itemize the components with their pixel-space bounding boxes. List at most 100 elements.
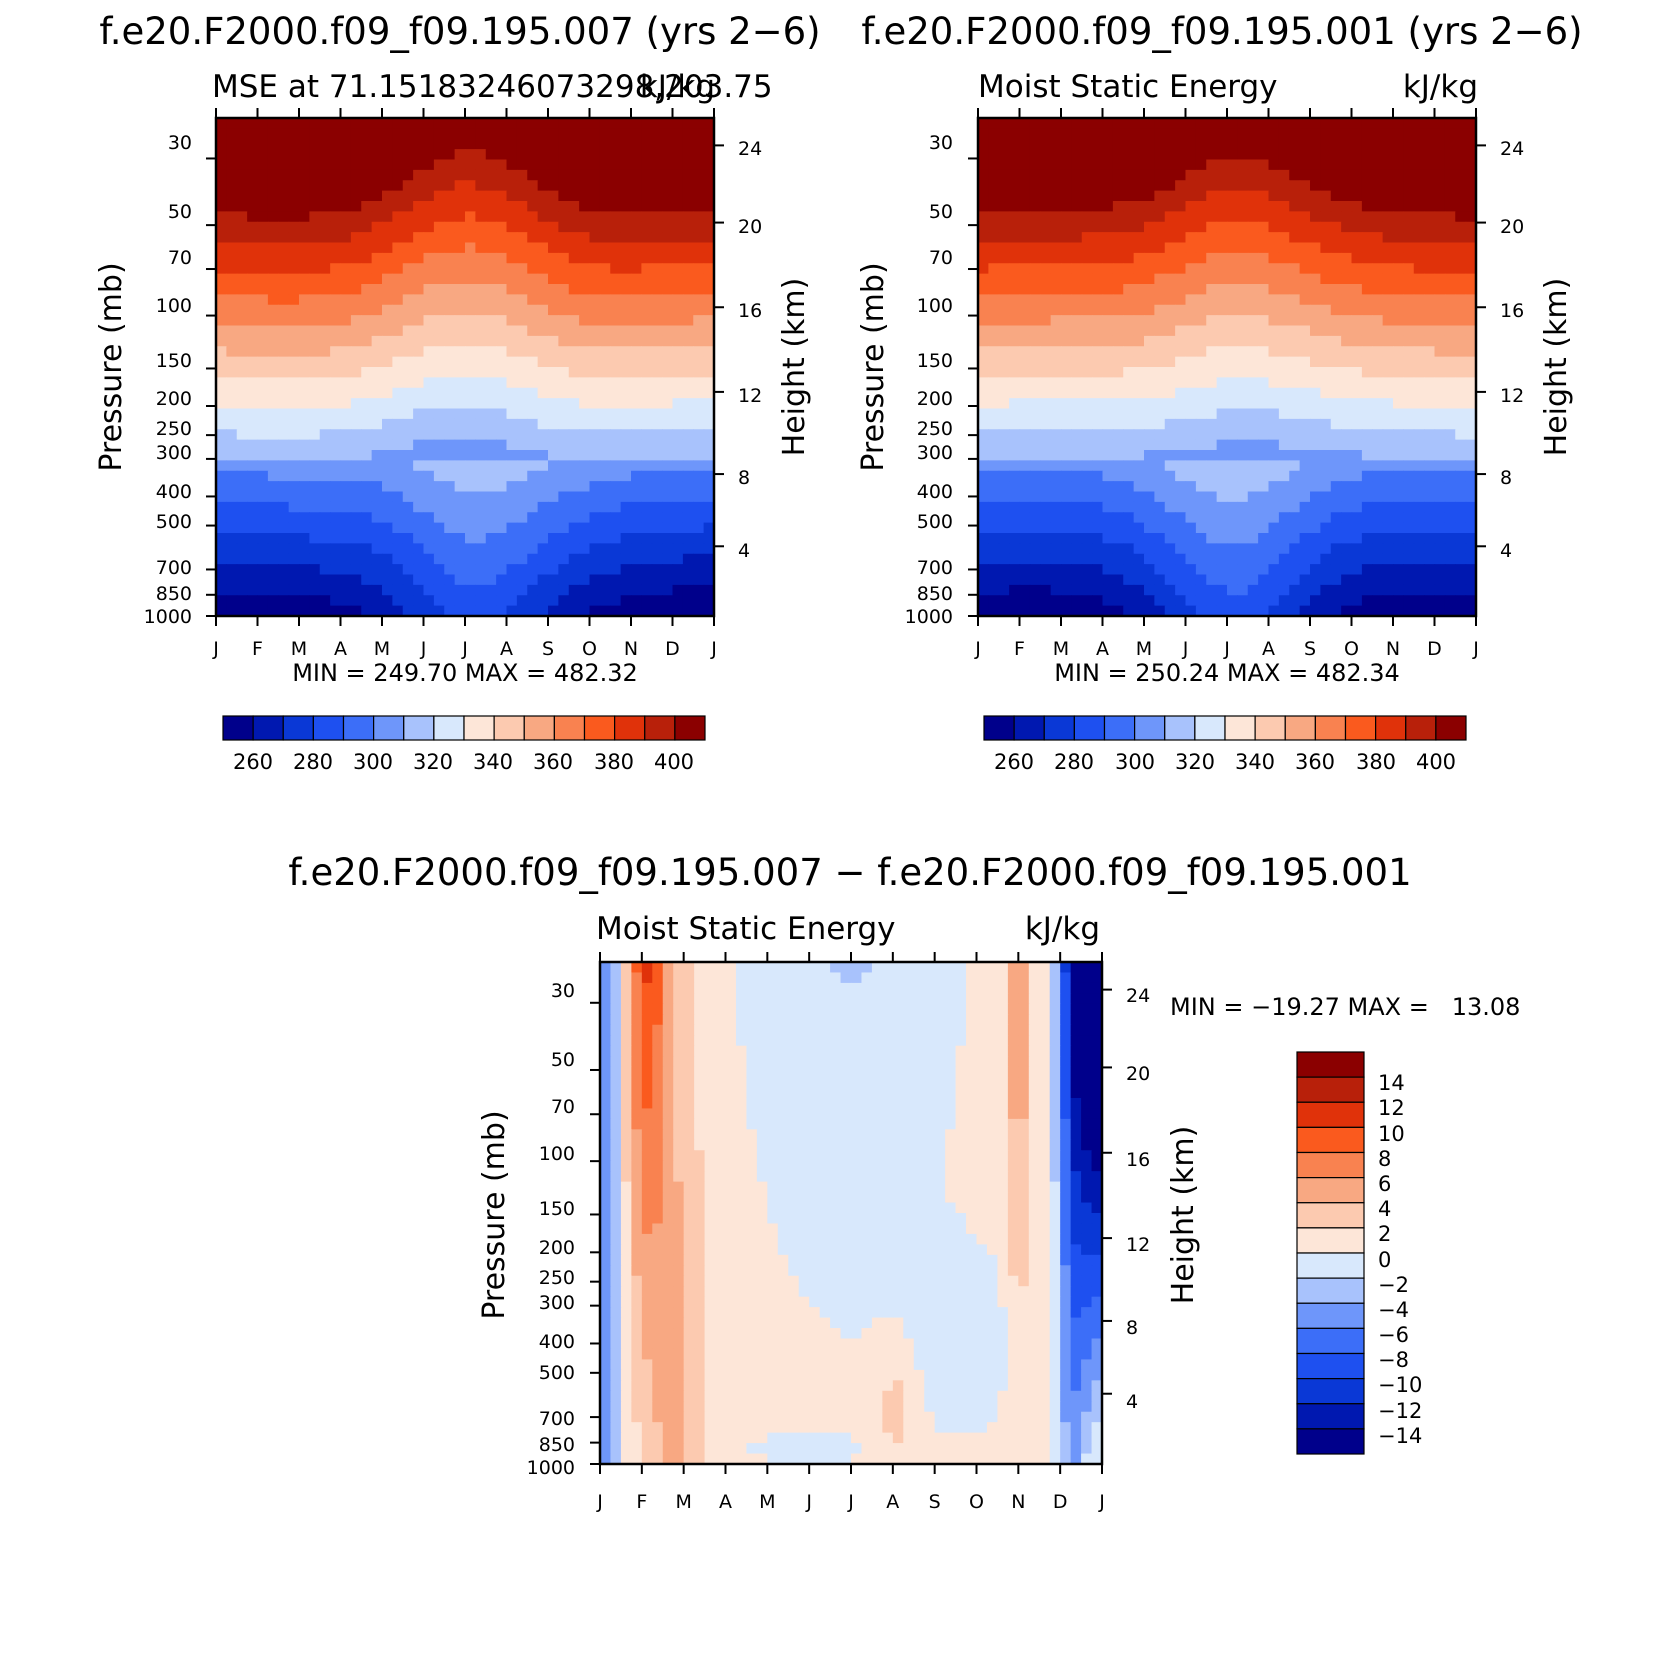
- p2-cell-35-33: [1320, 481, 1332, 493]
- p2-cell-33-11: [1092, 460, 1104, 472]
- p2-cell-17-25: [1237, 294, 1249, 306]
- p1-cell-35-23: [454, 481, 466, 493]
- p2-cell-16-31: [1299, 284, 1311, 295]
- p2-cell-1-21: [1195, 128, 1207, 140]
- p1-cell-47-39: [620, 605, 632, 617]
- p2-cell-5-28: [1268, 169, 1280, 181]
- p2-cell-12-19: [1175, 242, 1187, 254]
- p1-cell-33-44: [672, 460, 684, 472]
- p2-cell-31-3: [1009, 439, 1021, 451]
- p1-cell-31-3: [247, 439, 259, 451]
- p2-cell-34-36: [1351, 470, 1363, 482]
- p2-cell-29-9: [1071, 418, 1083, 430]
- p1-cell-44-17: [392, 574, 404, 586]
- p1-cell-14-29: [516, 263, 528, 275]
- p2-cell-9-42: [1413, 211, 1425, 223]
- p1-cell-32-8: [299, 450, 310, 461]
- p1-cell-0-1: [226, 118, 238, 129]
- p2-cell-39-15: [1133, 522, 1145, 534]
- p1-cell-13-32: [548, 252, 559, 264]
- panel1-y-tick-labels: 30 50 70 100 150 200 250 300 400 500 700…: [144, 132, 192, 628]
- p1-cell-19-6: [278, 315, 290, 327]
- p1-cell-27-14: [361, 398, 373, 410]
- p2-cell-38-30: [1289, 512, 1301, 524]
- p1-cell-37-9: [309, 501, 321, 513]
- p2-cell-36-16: [1144, 491, 1155, 503]
- p2-cell-37-27: [1258, 501, 1270, 513]
- p2-cell-35-3: [1009, 481, 1021, 493]
- p2-cell-26-2: [998, 387, 1010, 399]
- p2-cell-37-18: [1164, 501, 1176, 513]
- p1-cell-29-29: [516, 418, 528, 430]
- p1-cell-41-45: [682, 543, 694, 555]
- p2-cell-27-35: [1341, 398, 1353, 410]
- p1-cell-36-20: [423, 491, 435, 503]
- p1-cell-31-30: [527, 439, 539, 451]
- p1-cell-5-29: [516, 169, 528, 181]
- p1-cell-12-44: [672, 242, 684, 254]
- p1-cell-41-0: [216, 543, 227, 555]
- p2-cell-13-34: [1330, 252, 1342, 264]
- p1-cell-41-36: [589, 543, 601, 555]
- p1-cell-39-36: [589, 522, 601, 534]
- p3-cell-2-45: [1070, 982, 1082, 994]
- p1-cell-42-5: [267, 553, 279, 565]
- p1-cell-1-39: [620, 128, 632, 140]
- p2-cell-36-28: [1268, 491, 1280, 503]
- p2-cell-11-3: [1009, 232, 1021, 244]
- p2-cell-45-33: [1320, 584, 1332, 596]
- p2-cell-4-43: [1424, 159, 1436, 171]
- p2-cell-45-36: [1351, 584, 1363, 596]
- p2-cell-40-13: [1112, 533, 1124, 544]
- p2-cell-17-9: [1071, 294, 1083, 306]
- p1-cell-11-39: [620, 232, 632, 244]
- p2-cell-47-44: [1434, 605, 1446, 617]
- p1-cell-24-15: [371, 367, 383, 378]
- p2-cell-33-29: [1278, 460, 1290, 472]
- p1-cell-41-24: [465, 543, 476, 555]
- p2-cell-5-13: [1112, 169, 1124, 181]
- p1-cell-47-22: [444, 605, 456, 617]
- p1-cell-33-34: [568, 460, 580, 472]
- p2-cell-3-27: [1258, 149, 1270, 161]
- p1-cell-9-30: [527, 211, 539, 223]
- p2-cell-34-13: [1112, 470, 1124, 482]
- p1-cell-25-31: [537, 377, 549, 389]
- p1-cell-38-41: [641, 512, 653, 524]
- p1-cell-7-22: [444, 190, 456, 202]
- p1-cell-28-41: [641, 408, 653, 420]
- p1-cell-9-46: [693, 211, 705, 223]
- p1-cell-3-35: [579, 149, 591, 161]
- p1-cell-21-22: [444, 335, 456, 347]
- p2-cell-45-21: [1195, 584, 1207, 596]
- p2-cell-8-42: [1413, 201, 1425, 212]
- p2-cell-11-38: [1372, 232, 1384, 244]
- p2-cell-26-25: [1237, 387, 1249, 399]
- p1-cell-33-46: [693, 460, 705, 472]
- p1-cell-20-15: [371, 325, 383, 337]
- p1-cell-46-31: [537, 595, 549, 607]
- p2-cell-8-22: [1206, 201, 1218, 212]
- p2-cell-9-37: [1361, 211, 1373, 223]
- p2-cell-47-29: [1278, 605, 1290, 617]
- p2-cell-40-31: [1299, 533, 1311, 544]
- p1-cell-30-17: [392, 429, 404, 441]
- p2-cell-10-30: [1289, 221, 1301, 233]
- p2-cell-43-18: [1164, 564, 1176, 576]
- p2-cell-14-29: [1278, 263, 1290, 275]
- p2-cell-23-26: [1247, 356, 1259, 368]
- p2-cell-13-21: [1195, 252, 1207, 264]
- p1-cell-2-38: [610, 138, 622, 150]
- p3-cell-1-43: [1049, 972, 1061, 984]
- p1-cell-8-26: [485, 201, 497, 212]
- p1-cell-15-20: [423, 273, 435, 285]
- p1-cell-42-37: [599, 553, 611, 565]
- p1-cell-40-23: [454, 533, 466, 544]
- p1-cell-10-12: [340, 221, 352, 233]
- p1-cell-2-7: [288, 138, 300, 150]
- p2-cell-3-29: [1278, 149, 1290, 161]
- p1-cell-30-7: [288, 429, 300, 441]
- p1-cell-3-40: [631, 149, 642, 161]
- p2-cell-17-6: [1040, 294, 1052, 306]
- p1-cell-27-22: [444, 398, 456, 410]
